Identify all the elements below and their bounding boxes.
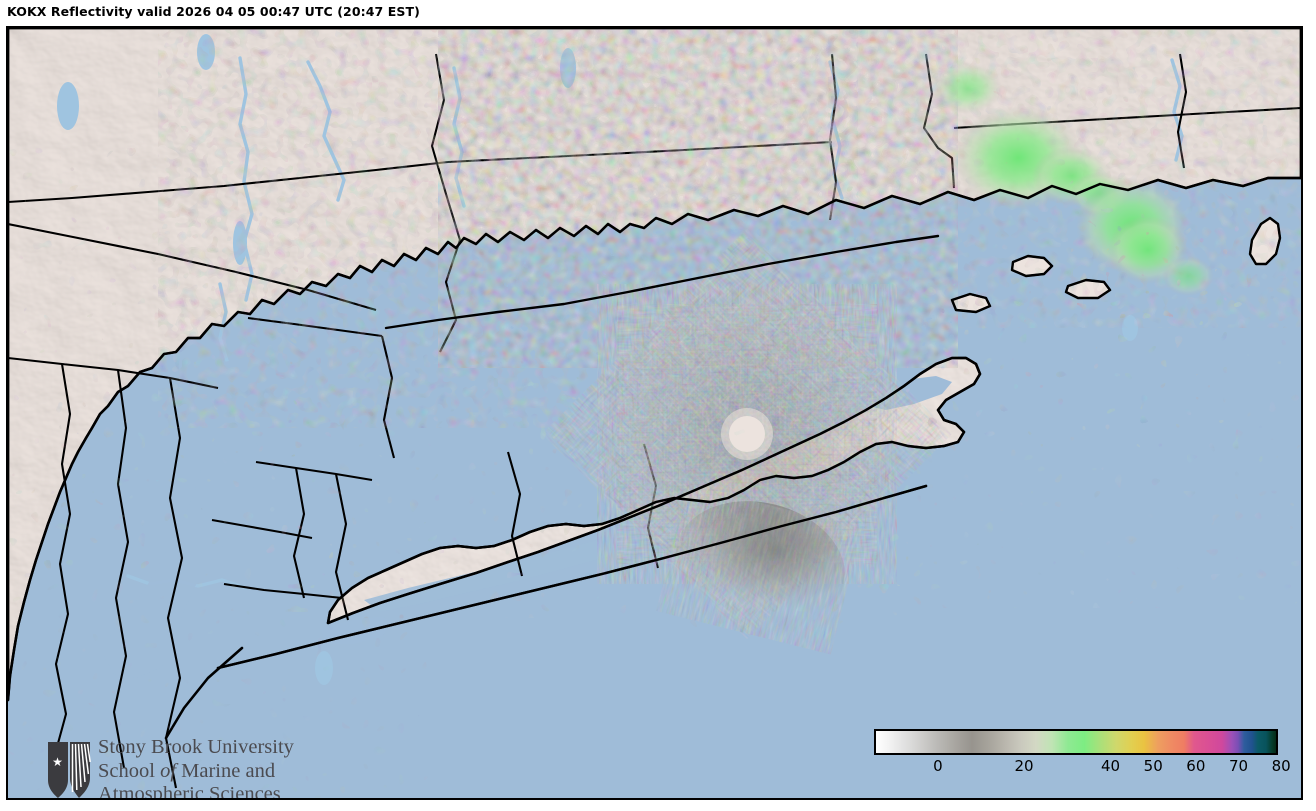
- logo-line-2: School of Marine and: [98, 760, 294, 784]
- logo-line-2-b: Marine and: [176, 759, 276, 782]
- reflectivity-colorbar[interactable]: 0 20 40 50 60 70 80: [874, 729, 1291, 789]
- stony-brook-logo: ★ Stony Brook University School of Marin…: [46, 736, 306, 800]
- coastline-overlay-group: [8, 28, 1301, 702]
- page-title: KOKX Reflectivity valid 2026 04 05 00:47…: [7, 4, 420, 19]
- colorbar-tick-80: 80: [1271, 757, 1291, 775]
- logo-line-1: Stony Brook University: [98, 736, 294, 758]
- colorbar-tick-50: 50: [1143, 757, 1163, 775]
- echo-field-group: [8, 28, 1301, 798]
- title-bar: KOKX Reflectivity valid 2026 04 05 00:47…: [0, 0, 1316, 26]
- ocean-radial-echo-south: [656, 468, 888, 655]
- radar-map-canvas[interactable]: ★ Stony Brook University School of Marin…: [8, 28, 1301, 798]
- logo-line-2-a: School: [98, 759, 161, 782]
- colorbar-tick-40: 40: [1101, 757, 1121, 775]
- shield-icon: ★: [48, 742, 91, 798]
- radar-reflectivity-layer: [8, 28, 1301, 798]
- colorbar-tick-70: 70: [1228, 757, 1249, 775]
- logo-line-2-em: of: [160, 759, 177, 782]
- logo-text-block: Stony Brook University School of Marine …: [98, 736, 294, 800]
- logo-line-3: Atmospheric Sciences: [98, 783, 281, 800]
- colorbar-tick-60: 60: [1186, 757, 1206, 775]
- radar-map-frame[interactable]: ★ Stony Brook University School of Marin…: [6, 26, 1303, 800]
- coastline-overlay-layer: [8, 28, 1301, 798]
- shield-star-glyph: ★: [52, 755, 63, 769]
- colorbar-tick-20: 20: [1014, 757, 1034, 775]
- colorbar-gradient[interactable]: [874, 729, 1278, 755]
- colorbar-tick-0: 0: [933, 757, 943, 775]
- scattered-offshore-echoes: [528, 228, 1238, 458]
